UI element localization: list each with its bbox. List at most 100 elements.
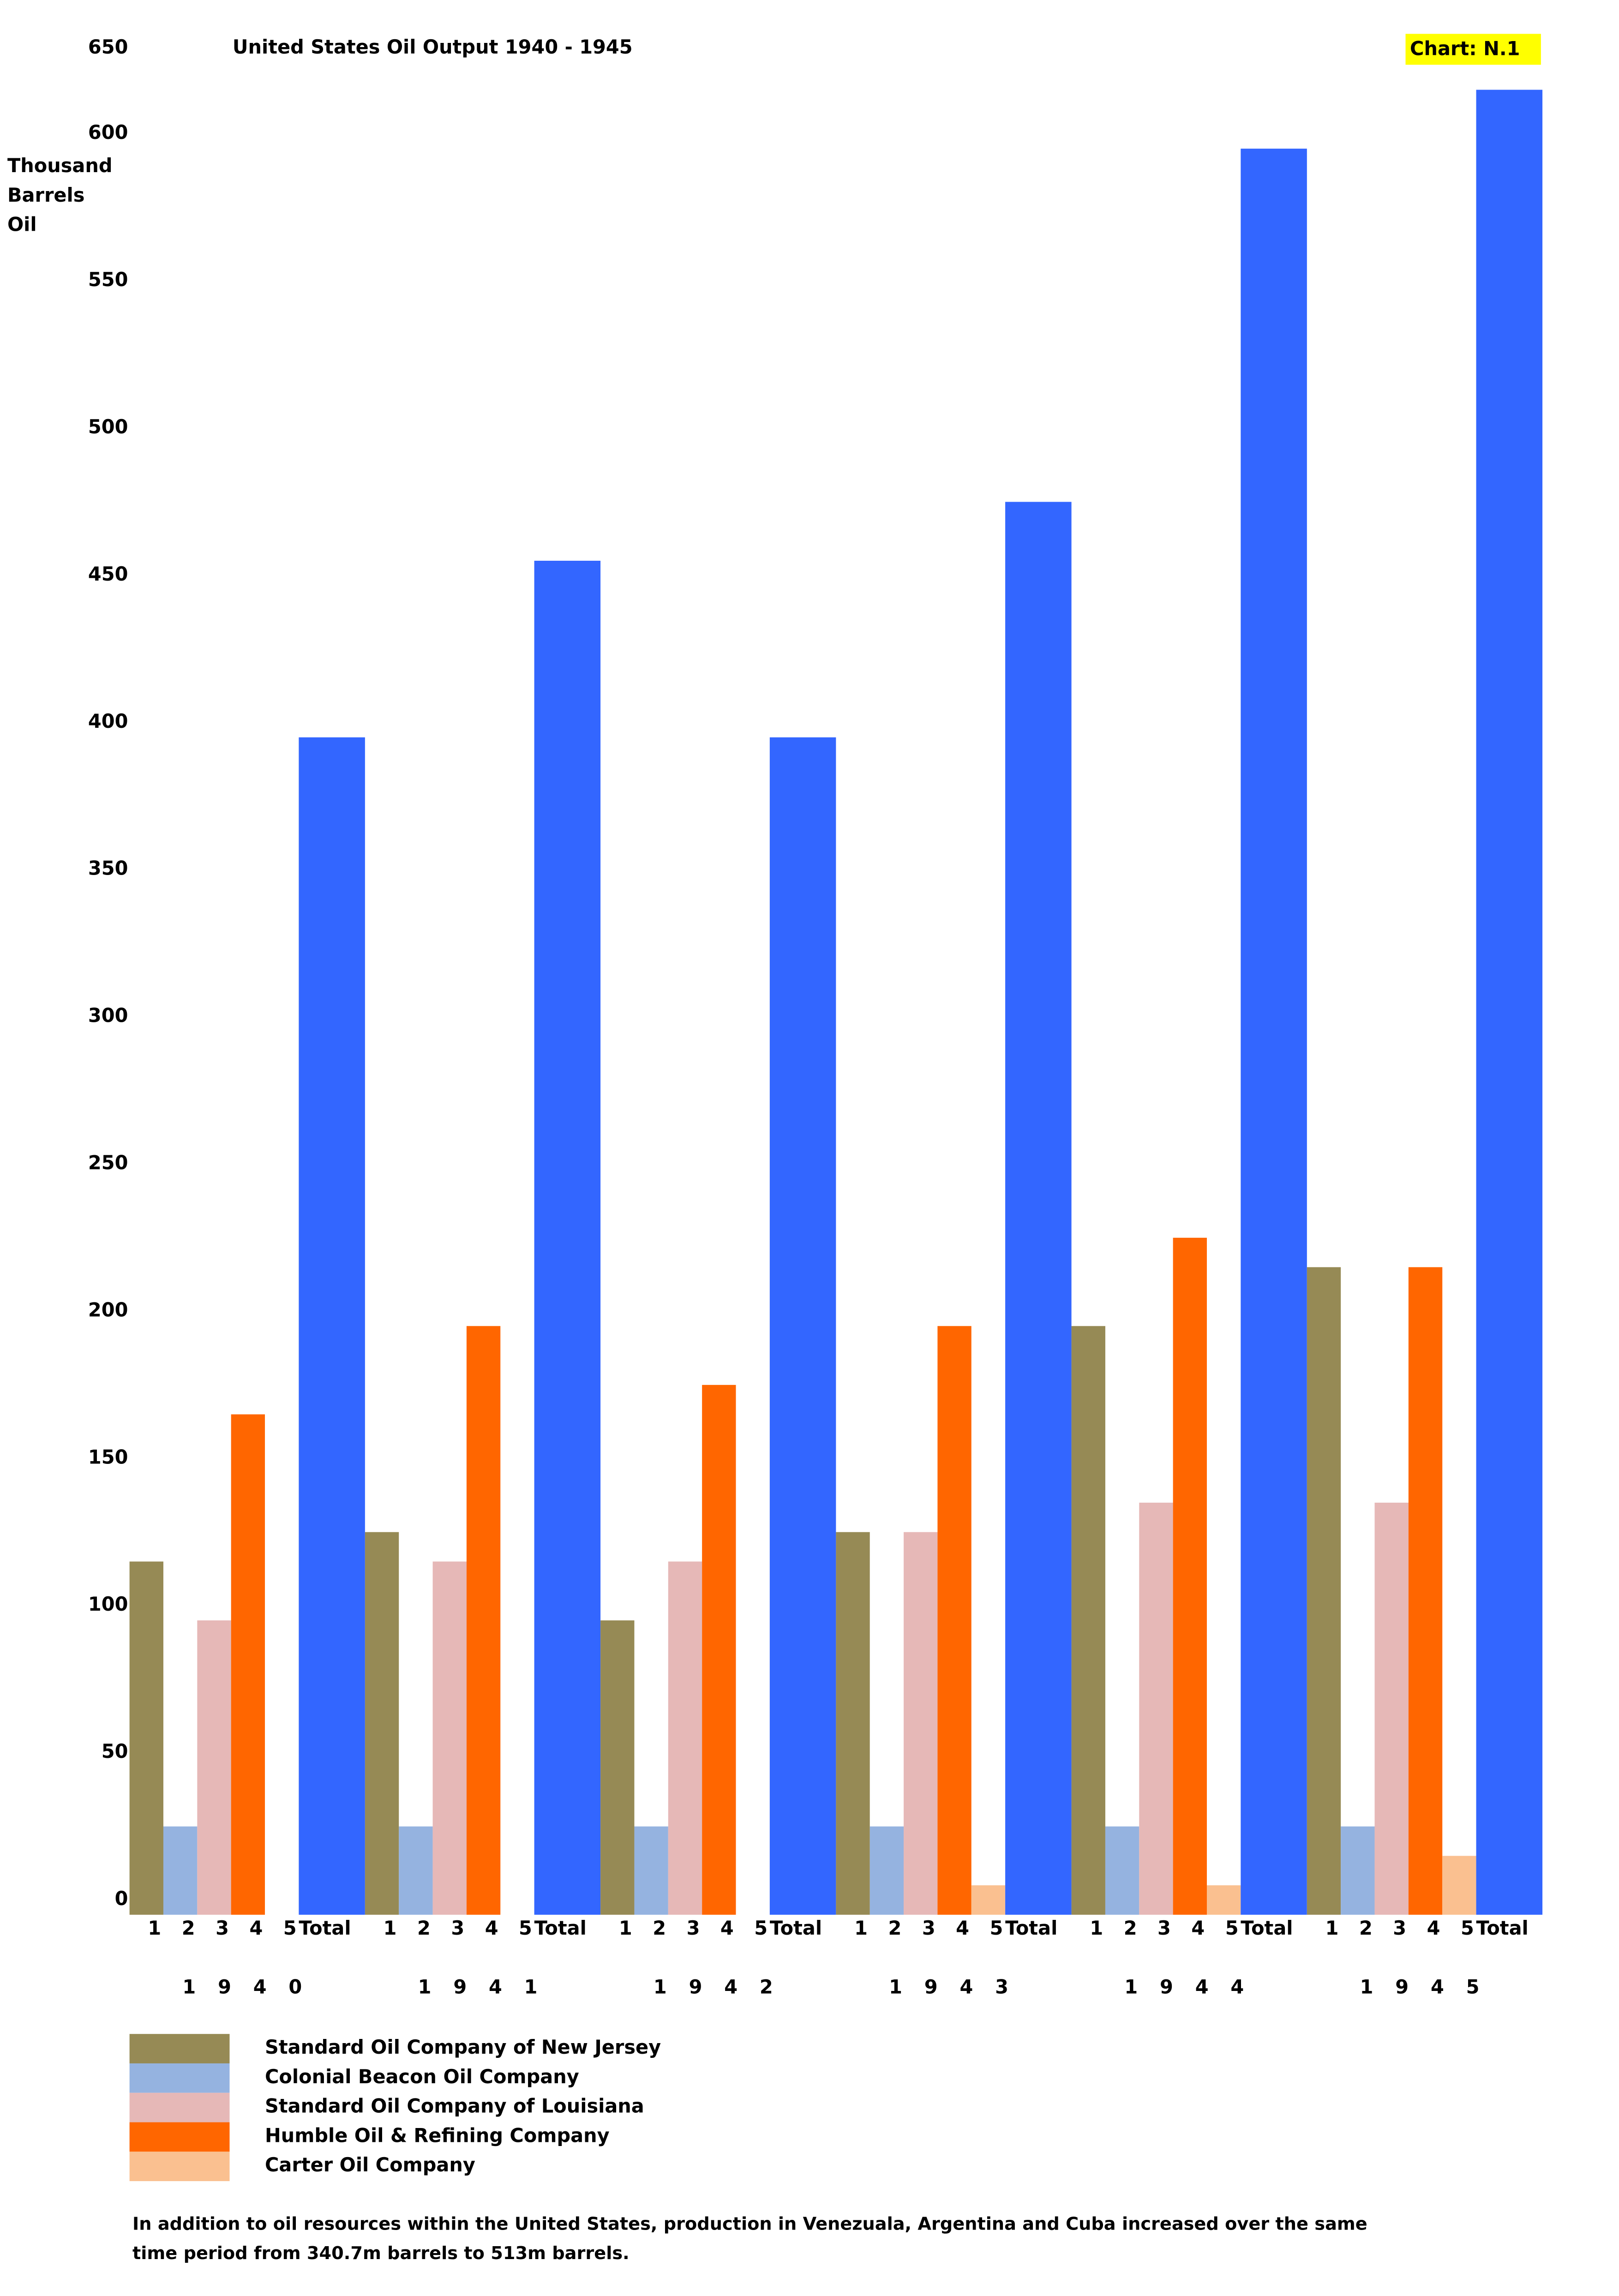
x-tick-label: 3	[687, 1917, 700, 1939]
x-tick-label: 4	[1191, 1917, 1205, 1939]
bar	[904, 1532, 938, 1915]
x-tick-label: 1	[854, 1917, 868, 1939]
x-tick-label: Total	[1005, 1917, 1057, 1939]
x-tick-label: 3	[1157, 1917, 1171, 1939]
legend-swatch	[129, 2034, 230, 2063]
group-label: 1945	[1360, 1976, 1502, 1998]
legend-label: Standard Oil Company of New Jersey	[265, 2036, 661, 2058]
y-tick-label: 400	[88, 710, 128, 732]
y-tick-label: 300	[88, 1005, 128, 1027]
x-tick-label: Total	[534, 1917, 587, 1939]
y-tick-label: 550	[88, 269, 128, 291]
bar	[1105, 1826, 1139, 1915]
x-tick-label: Total	[770, 1917, 822, 1939]
x-tick-label: 2	[1124, 1917, 1137, 1939]
y-tick-label: 100	[88, 1593, 128, 1615]
bar	[1173, 1237, 1207, 1915]
legend-label: Carter Oil Company	[265, 2154, 475, 2176]
bar	[1071, 1326, 1105, 1915]
group-label: 1943	[889, 1976, 1031, 1998]
y-tick-label: 650	[88, 36, 128, 58]
bar	[1206, 1885, 1241, 1915]
bar	[600, 1620, 635, 1915]
x-tick-label: Total	[299, 1917, 351, 1939]
x-tick-label: 5	[754, 1917, 768, 1939]
chart-label: Chart: N.1	[1410, 37, 1520, 60]
legend-label: Colonial Beacon Oil Company	[265, 2066, 579, 2088]
group-label: 1944	[1124, 1976, 1266, 1998]
y-tick-label: 250	[88, 1151, 128, 1174]
total-bar	[1241, 149, 1307, 1915]
y-tick-label: 350	[88, 857, 128, 880]
x-tick-label: 1	[148, 1917, 161, 1939]
x-tick-label: 4	[1427, 1917, 1440, 1939]
y-axis-title: Thousand Barrels Oil	[7, 156, 113, 237]
bar	[1307, 1267, 1341, 1915]
bar	[466, 1326, 501, 1915]
x-tick-label: 1	[1325, 1917, 1339, 1939]
x-tick-label: 4	[485, 1917, 498, 1939]
x-tick-label: 4	[720, 1917, 734, 1939]
total-bar	[1005, 502, 1072, 1915]
chart-title: United States Oil Output 1940 - 1945	[233, 36, 633, 58]
bar	[399, 1826, 433, 1915]
bar	[197, 1620, 231, 1915]
y-tick-label: 50	[102, 1740, 128, 1762]
bar	[1408, 1267, 1443, 1915]
group-label: 1941	[418, 1976, 560, 1998]
bar	[937, 1326, 971, 1915]
legend-swatch	[129, 2063, 230, 2093]
legend-swatch	[129, 2122, 230, 2152]
y-tick-label: 0	[115, 1888, 128, 1910]
bar	[129, 1561, 163, 1915]
chart-label-box	[1405, 34, 1541, 65]
legend-swatch	[129, 2092, 230, 2122]
legend-label: Standard Oil Company of Louisiana	[265, 2095, 644, 2117]
x-tick-label: 5	[283, 1917, 297, 1939]
x-tick-label: 5	[1461, 1917, 1474, 1939]
y-tick-label: 150	[88, 1446, 128, 1468]
bar	[634, 1826, 668, 1915]
y-tick-label: 200	[88, 1299, 128, 1321]
x-tick-label: 2	[182, 1917, 195, 1939]
y-tick-label: 500	[88, 416, 128, 438]
bar	[869, 1826, 904, 1915]
bar	[702, 1385, 736, 1915]
bar	[971, 1885, 1006, 1915]
total-bar	[1476, 90, 1543, 1915]
legend-swatch	[129, 2152, 230, 2182]
y-tick-label: 600	[88, 121, 128, 144]
x-tick-label: 5	[519, 1917, 532, 1939]
x-tick-label: 3	[1393, 1917, 1406, 1939]
legend-label: Humble Oil & Refining Company	[265, 2124, 610, 2146]
total-bar	[769, 737, 836, 1915]
bar	[231, 1414, 265, 1915]
x-tick-label: 3	[216, 1917, 229, 1939]
y-tick-label: 450	[88, 563, 128, 585]
x-tick-label: 4	[249, 1917, 263, 1939]
bar	[1374, 1502, 1409, 1915]
bar	[1442, 1856, 1476, 1915]
bar	[365, 1532, 399, 1915]
x-tick-label: 2	[1359, 1917, 1373, 1939]
x-tick-label: 2	[888, 1917, 901, 1939]
x-tick-label: 1	[384, 1917, 397, 1939]
bar	[1139, 1502, 1173, 1915]
x-tick-label: 1	[619, 1917, 632, 1939]
x-tick-label: 4	[956, 1917, 969, 1939]
x-tick-label: 5	[990, 1917, 1003, 1939]
bar	[836, 1532, 870, 1915]
x-tick-label: Total	[1241, 1917, 1293, 1939]
x-tick-label: 2	[417, 1917, 431, 1939]
total-bar	[534, 561, 601, 1915]
group-label: 1942	[654, 1976, 795, 1998]
group-label: 1940	[182, 1976, 324, 1998]
x-tick-label: Total	[1476, 1917, 1529, 1939]
bar	[163, 1826, 198, 1915]
x-tick-label: 1	[1090, 1917, 1103, 1939]
total-bar	[299, 737, 365, 1915]
x-tick-label: 2	[653, 1917, 666, 1939]
